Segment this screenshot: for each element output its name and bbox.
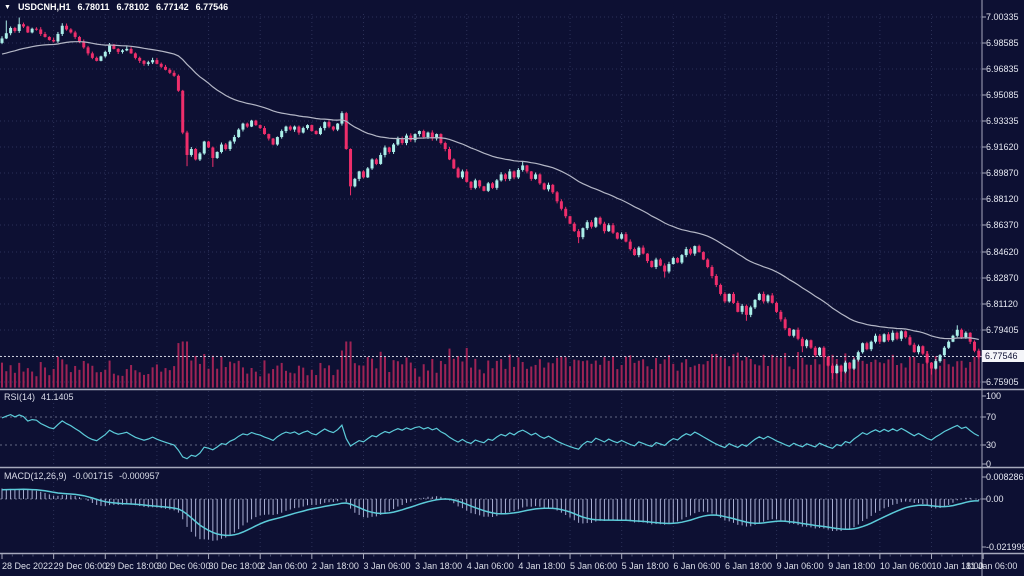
price-tick-label: 6.88120 <box>986 194 1019 204</box>
time-tick-label: 28 Dec 2022 <box>2 561 54 571</box>
rsi-tick-label: 30 <box>986 440 997 450</box>
time-tick-label: 2 Jan 06:00 <box>260 561 308 571</box>
time-tick-label: 3 Jan 06:00 <box>363 561 411 571</box>
chevron-down-icon[interactable]: ▼ <box>4 3 11 11</box>
macd-main-value: -0.001715 <box>72 471 114 481</box>
price-tick-label: 6.81120 <box>986 299 1018 309</box>
price-tick-label: 6.82870 <box>986 273 1019 283</box>
time-tick-label: 9 Jan 06:00 <box>776 561 824 571</box>
ohlc-open-value: 6.78011 <box>77 2 110 12</box>
price-tick-label: 6.86370 <box>986 220 1019 230</box>
macd-tick-label: 0.00 <box>986 494 1004 504</box>
macd-name: MACD(12,26,9) <box>4 471 67 481</box>
rsi-tick-label: 70 <box>986 412 997 422</box>
time-tick-label: 30 Dec 06:00 <box>156 561 211 571</box>
time-tick-label: 6 Jan 18:00 <box>724 561 772 571</box>
time-tick-label: 10 Jan 06:00 <box>879 561 932 571</box>
price-tick-label: 6.93335 <box>986 116 1019 126</box>
symbol-header: ▼ USDCNH,H1 6.78011 6.78102 6.77142 6.77… <box>4 2 228 12</box>
macd-tick-label: 0.008286 <box>986 472 1024 482</box>
time-tick-label: 29 Dec 06:00 <box>53 561 108 571</box>
rsi-tick-label: 100 <box>986 391 1002 401</box>
time-tick-label: 4 Jan 06:00 <box>466 561 514 571</box>
macd-signal-value: -0.000957 <box>119 471 160 481</box>
price-tick-label: 6.98585 <box>986 38 1019 48</box>
time-tick-label: 2 Jan 18:00 <box>311 561 359 571</box>
time-tick-label: 5 Jan 18:00 <box>621 561 669 571</box>
time-tick-label: 10 Jan 18:00 <box>931 561 984 571</box>
current-price-value: 6.77546 <box>985 351 1018 361</box>
symbol-timeframe-label: USDCNH,H1 <box>17 2 71 12</box>
rsi-indicator-label: RSI(14) 41.1405 <box>4 392 74 402</box>
time-tick-label: 6 Jan 06:00 <box>673 561 721 571</box>
macd-tick-label: -0.021999 <box>986 542 1024 552</box>
time-tick-label: 3 Jan 18:00 <box>415 561 463 571</box>
macd-indicator-label: MACD(12,26,9) -0.001715 -0.000957 <box>4 471 160 481</box>
time-tick-label: 30 Dec 18:00 <box>208 561 263 571</box>
rsi-current-value: 41.1405 <box>41 392 74 402</box>
time-tick-label: 11 Jan 06:00 <box>966 561 1018 571</box>
price-tick-label: 6.91620 <box>986 142 1019 152</box>
time-tick-label: 9 Jan 18:00 <box>828 561 876 571</box>
ohlc-low-value: 6.77142 <box>156 2 189 12</box>
rsi-name: RSI(14) <box>4 392 36 402</box>
price-tick-label: 6.79405 <box>986 325 1019 335</box>
price-tick-label: 7.00335 <box>986 12 1019 22</box>
rsi-tick-label: 0 <box>986 459 992 469</box>
time-tick-label: 29 Dec 18:00 <box>105 561 159 571</box>
price-tick-label: 6.95085 <box>986 90 1019 100</box>
price-tick-label: 6.96835 <box>986 64 1019 74</box>
time-tick-label: 5 Jan 06:00 <box>570 561 618 571</box>
current-price-tag: 6.77546 <box>982 350 1024 362</box>
time-tick-label: 4 Jan 18:00 <box>518 561 566 571</box>
price-tick-label: 6.84620 <box>986 247 1019 257</box>
ohlc-high-value: 6.78102 <box>116 2 150 12</box>
price-tick-label: 6.75905 <box>986 377 1019 387</box>
price-tick-label: 6.89870 <box>986 168 1019 178</box>
ohlc-close-value: 6.77546 <box>195 2 229 12</box>
